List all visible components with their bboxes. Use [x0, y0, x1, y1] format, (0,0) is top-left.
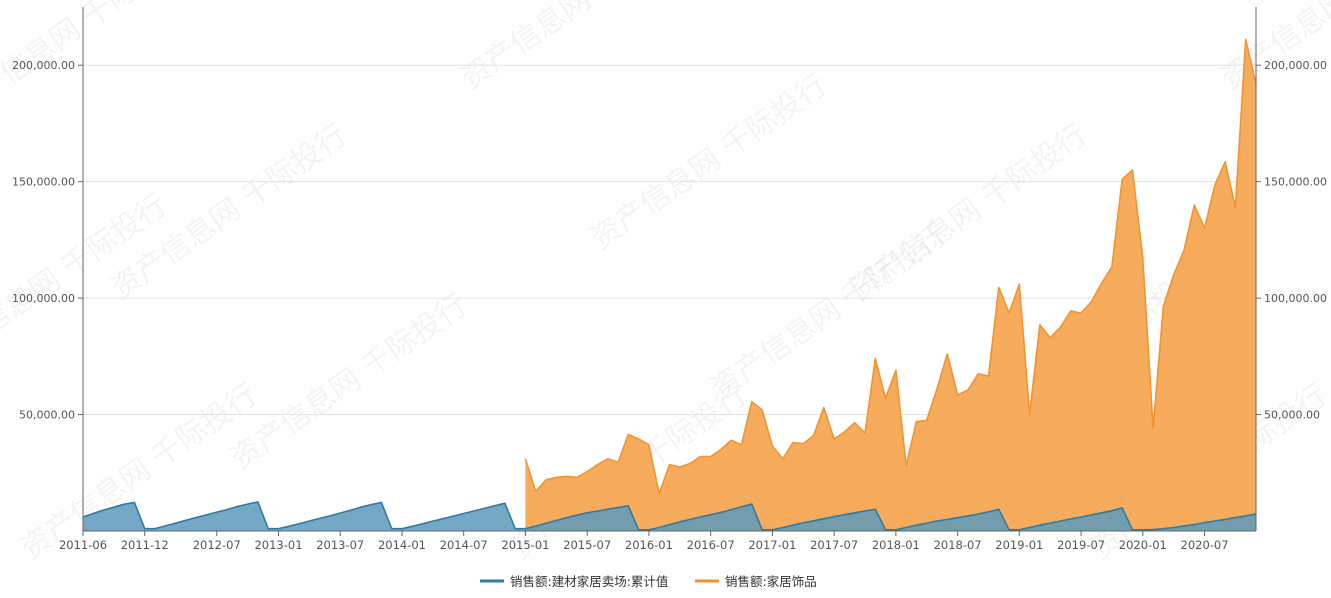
watermark-text: 资产信息网 千际投行 [455, 0, 704, 97]
watermark-text: 资产信息网 千际投行 [225, 288, 474, 477]
x-tick-label: 2018-01 [872, 538, 920, 552]
x-tick-label: 2020-07 [1181, 538, 1229, 552]
x-tick-label: 2011-12 [121, 538, 169, 552]
y-axis-right-ticks: 50,000.00 100,000.00 150,000.00 200,000.00 [1256, 59, 1327, 421]
y-tick-label-right: 100,000.00 [1264, 292, 1327, 305]
x-tick-label: 2015-01 [501, 538, 549, 552]
x-tick-label: 2011-06 [59, 538, 107, 552]
x-tick-label: 2015-07 [563, 538, 611, 552]
x-tick-label: 2014-01 [378, 538, 426, 552]
y-tick-label-right: 50,000.00 [1264, 409, 1320, 422]
legend-label[interactable]: 销售额:家居饰品 [725, 574, 817, 589]
x-tick-label: 2019-01 [995, 538, 1043, 552]
y-tick-label-left: 150,000.00 [12, 176, 75, 189]
x-tick-label: 2018-07 [934, 538, 982, 552]
x-tick-label: 2016-01 [625, 538, 673, 552]
watermark-text: 资产信息网 千际投行 [585, 68, 834, 257]
x-tick-label: 2013-01 [254, 538, 302, 552]
legend[interactable]: 销售额:建材家居卖场:累计值 销售额:家居饰品 [480, 574, 817, 589]
legend-item-1[interactable]: 销售额:家居饰品 [695, 574, 817, 589]
y-axis-left-ticks: 50,000.00 100,000.00 150,000.00 200,000.00 [12, 59, 83, 421]
x-tick-label: 2019-07 [1057, 538, 1105, 552]
legend-label[interactable]: 销售额:建材家居卖场:累计值 [510, 574, 668, 589]
y-tick-label-left: 200,000.00 [12, 59, 75, 72]
x-tick-label: 2020-01 [1119, 538, 1167, 552]
y-tick-label-right: 150,000.00 [1264, 176, 1327, 189]
legend-item-0[interactable]: 销售额:建材家居卖场:累计值 [480, 574, 668, 589]
x-axis-ticks: 2011-06 2011-12 2012-07 2013-01 2013-07 2014-… [59, 531, 1229, 552]
watermark-text: 资产信息网 千际投行 [1215, 0, 1331, 97]
watermark-text: 资产信息网 千际投行 [845, 118, 1094, 307]
x-tick-label: 2014-07 [440, 538, 488, 552]
y-tick-label-right: 200,000.00 [1264, 59, 1327, 72]
y-tick-label-left: 100,000.00 [12, 292, 75, 305]
x-tick-label: 2017-07 [810, 538, 858, 552]
x-tick-label: 2012-07 [193, 538, 241, 552]
y-tick-label-left: 50,000.00 [19, 409, 75, 422]
x-tick-label: 2016-07 [687, 538, 735, 552]
x-tick-label: 2013-07 [316, 538, 364, 552]
x-tick-label: 2017-01 [748, 538, 796, 552]
